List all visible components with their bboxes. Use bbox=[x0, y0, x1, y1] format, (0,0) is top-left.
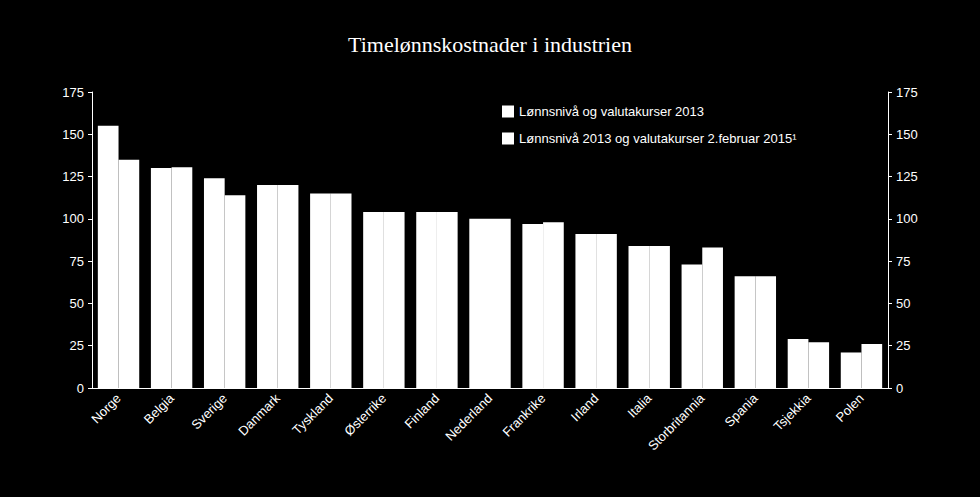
svg-text:Østerrike: Østerrike bbox=[341, 391, 389, 439]
svg-text:Storbritannia: Storbritannia bbox=[645, 390, 708, 453]
svg-text:Norge: Norge bbox=[88, 391, 124, 427]
svg-text:Sverige: Sverige bbox=[188, 391, 230, 433]
svg-text:25: 25 bbox=[70, 338, 84, 353]
svg-text:Timelønnskostnader i industrie: Timelønnskostnader i industrien bbox=[348, 32, 632, 57]
svg-text:75: 75 bbox=[896, 254, 910, 269]
svg-text:100: 100 bbox=[896, 211, 918, 226]
svg-text:75: 75 bbox=[70, 254, 84, 269]
svg-text:Spania: Spania bbox=[721, 390, 761, 430]
svg-text:Belgia: Belgia bbox=[141, 390, 178, 427]
svg-text:Nederland: Nederland bbox=[442, 391, 495, 444]
svg-text:125: 125 bbox=[896, 169, 918, 184]
svg-text:Danmark: Danmark bbox=[235, 390, 283, 438]
svg-text:100: 100 bbox=[62, 211, 84, 226]
svg-text:Tsjekkia: Tsjekkia bbox=[770, 390, 814, 434]
svg-text:175: 175 bbox=[62, 85, 84, 100]
svg-text:Finland: Finland bbox=[402, 391, 443, 432]
svg-text:50: 50 bbox=[70, 296, 84, 311]
svg-text:150: 150 bbox=[896, 127, 918, 142]
svg-text:Lønnsnivå 2013 og valutakurser: Lønnsnivå 2013 og valutakurser 2.februar… bbox=[519, 131, 797, 146]
svg-text:Lønnsnivå og valutakurser 2013: Lønnsnivå og valutakurser 2013 bbox=[519, 104, 704, 119]
svg-text:125: 125 bbox=[62, 169, 84, 184]
svg-text:Tyskland: Tyskland bbox=[289, 391, 336, 438]
svg-text:175: 175 bbox=[896, 85, 918, 100]
svg-text:Irland: Irland bbox=[568, 391, 602, 425]
svg-text:150: 150 bbox=[62, 127, 84, 142]
svg-text:50: 50 bbox=[896, 296, 910, 311]
svg-text:Italia: Italia bbox=[624, 390, 655, 421]
svg-text:Frankrike: Frankrike bbox=[499, 391, 548, 440]
svg-text:0: 0 bbox=[896, 381, 903, 396]
svg-text:25: 25 bbox=[896, 338, 910, 353]
svg-text:0: 0 bbox=[77, 381, 84, 396]
svg-text:Polen: Polen bbox=[833, 391, 867, 425]
